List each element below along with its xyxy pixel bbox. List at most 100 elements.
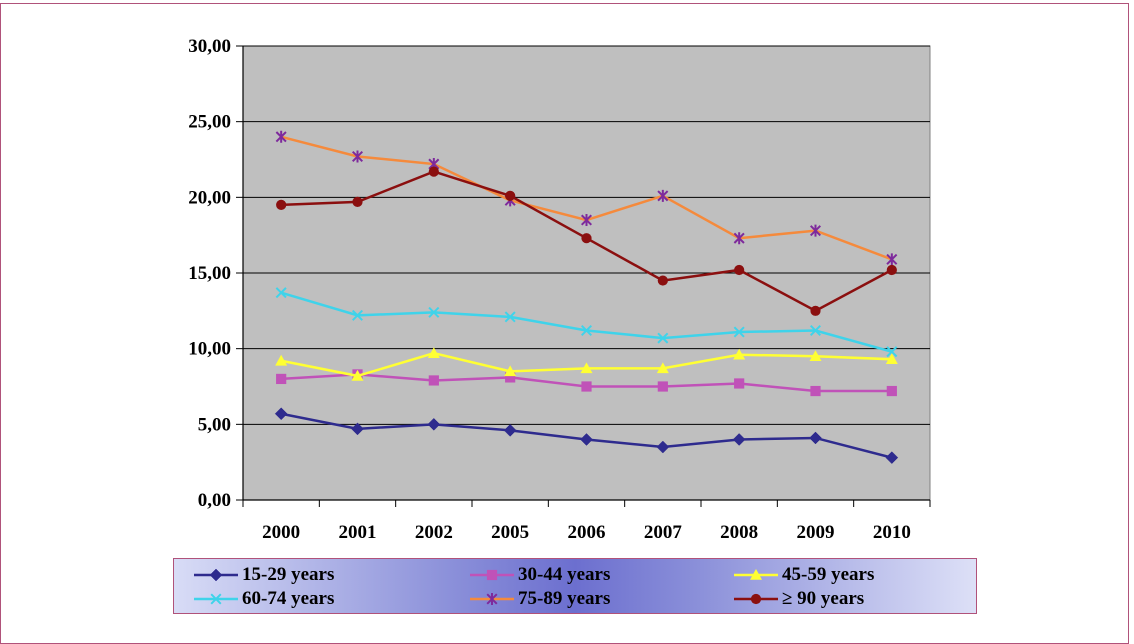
data-point bbox=[657, 189, 669, 202]
data-point bbox=[580, 214, 593, 227]
data-point bbox=[276, 373, 287, 385]
legend-marker bbox=[486, 593, 498, 605]
legend-item: 75-89 years bbox=[470, 587, 610, 611]
data-point bbox=[351, 422, 364, 436]
data-point bbox=[581, 381, 592, 392]
data-point bbox=[504, 311, 516, 323]
data-point bbox=[580, 433, 593, 446]
data-point bbox=[733, 326, 745, 338]
data-point bbox=[276, 199, 287, 210]
y-tick-label: 20,00 bbox=[188, 187, 231, 208]
data-point bbox=[428, 375, 439, 386]
data-point bbox=[733, 348, 746, 360]
legend-label: 75-89 years bbox=[518, 588, 611, 609]
legend-swatch bbox=[194, 568, 238, 582]
data-point bbox=[810, 305, 821, 316]
legend-label: 15-29 years bbox=[242, 564, 335, 585]
legend-item: 60-74 years bbox=[194, 587, 334, 611]
y-tick-label: 15,00 bbox=[188, 263, 231, 284]
data-point bbox=[809, 324, 822, 337]
data-point bbox=[580, 324, 593, 337]
line-chart: 0,00 5,00 10,00 15,00 20,00 25,00 30,00 2000 200… bbox=[188, 36, 931, 543]
y-tick-label: 10,00 bbox=[188, 339, 231, 360]
y-tick-label: 30,00 bbox=[188, 36, 231, 57]
data-point bbox=[886, 264, 897, 276]
x-tick-label: 2009 bbox=[797, 522, 835, 543]
legend-label: 45-59 years bbox=[782, 564, 875, 585]
data-point bbox=[809, 224, 822, 237]
data-point bbox=[734, 264, 745, 276]
series-2 bbox=[275, 347, 898, 381]
legend-item: 45-59 years bbox=[734, 563, 874, 587]
data-point bbox=[732, 433, 746, 446]
legend-label: 30-44 years bbox=[518, 564, 611, 585]
series-3 bbox=[275, 287, 898, 358]
data-point bbox=[275, 354, 288, 366]
legend-marker bbox=[209, 568, 223, 582]
legend-swatch bbox=[734, 569, 778, 580]
data-point bbox=[657, 332, 669, 344]
data-point bbox=[505, 190, 516, 201]
legend-marker bbox=[210, 593, 222, 605]
data-point bbox=[352, 196, 363, 207]
x-tick-label: 2001 bbox=[339, 522, 377, 543]
data-point bbox=[657, 275, 668, 286]
y-tick-label: 0,00 bbox=[198, 490, 231, 511]
legend-swatch bbox=[470, 593, 514, 605]
data-point bbox=[580, 362, 593, 374]
legend-item: 15-29 years bbox=[194, 563, 334, 587]
data-point bbox=[503, 424, 517, 437]
legend-marker bbox=[750, 593, 762, 605]
y-tick-label: 25,00 bbox=[188, 112, 231, 133]
series-0 bbox=[274, 407, 899, 464]
x-tick-label: 2002 bbox=[415, 522, 453, 543]
legend-swatch bbox=[734, 593, 778, 605]
legend-item: ≥ 90 years bbox=[734, 587, 864, 611]
data-point bbox=[657, 381, 668, 392]
data-point bbox=[275, 130, 287, 143]
data-point bbox=[733, 232, 745, 245]
data-point bbox=[581, 233, 592, 244]
data-point bbox=[351, 150, 364, 163]
data-point bbox=[505, 372, 516, 383]
data-point bbox=[428, 166, 439, 177]
x-tick-label: 2010 bbox=[873, 522, 911, 543]
plot-area bbox=[242, 45, 931, 501]
data-point bbox=[885, 353, 898, 365]
data-point bbox=[274, 407, 288, 421]
data-point bbox=[504, 365, 517, 377]
legend-item: 30-44 years bbox=[470, 563, 610, 587]
series-group bbox=[274, 130, 899, 464]
data-point bbox=[809, 350, 822, 362]
legend-label: 60-74 years bbox=[242, 588, 335, 609]
data-point bbox=[809, 431, 822, 445]
data-point bbox=[886, 253, 898, 266]
data-point bbox=[886, 346, 898, 358]
y-tick-label: 5,00 bbox=[198, 414, 231, 435]
legend-marker bbox=[750, 569, 762, 580]
x-tick-label: 2008 bbox=[720, 522, 758, 543]
data-point bbox=[656, 440, 670, 454]
x-tick-label: 2005 bbox=[491, 522, 529, 543]
axes: 0,00 5,00 10,00 15,00 20,00 25,00 30,00 2000 200… bbox=[188, 36, 931, 543]
data-point bbox=[275, 287, 287, 299]
legend-swatch bbox=[194, 593, 238, 605]
data-point bbox=[885, 451, 899, 464]
x-tick-label: 2000 bbox=[262, 522, 300, 543]
series-5 bbox=[276, 166, 897, 316]
figure-frame: 0,00 5,00 10,00 15,00 20,00 25,00 30,00 2000 200… bbox=[0, 3, 1129, 644]
data-point bbox=[886, 385, 897, 397]
data-point bbox=[351, 309, 364, 321]
x-tick-label: 2006 bbox=[568, 522, 606, 543]
data-point bbox=[810, 385, 821, 397]
legend-marker bbox=[486, 569, 498, 581]
legend-swatch bbox=[470, 569, 514, 581]
data-point bbox=[427, 347, 440, 359]
data-point bbox=[734, 378, 745, 389]
legend: 15-29 years 30-44 years 45-59 years 60-74 y… bbox=[173, 558, 977, 614]
legend-label: ≥ 90 years bbox=[782, 588, 865, 609]
data-point bbox=[428, 306, 440, 318]
data-point bbox=[656, 362, 669, 374]
x-tick-label: 2007 bbox=[644, 522, 683, 543]
data-point bbox=[427, 417, 441, 431]
